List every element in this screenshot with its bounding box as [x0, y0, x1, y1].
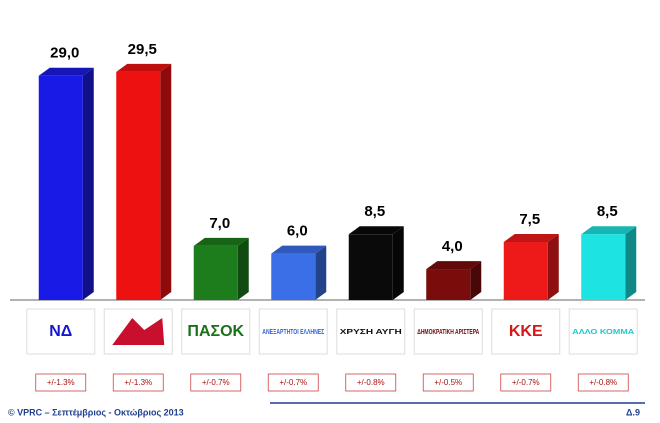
bar-front	[426, 269, 471, 300]
category-label: ΚΚΕ	[509, 323, 543, 340]
bar-side	[237, 237, 249, 300]
value-label: 7,0	[209, 215, 230, 232]
value-label: 29,0	[50, 45, 79, 62]
margin-box	[35, 373, 87, 392]
bar	[271, 245, 327, 300]
bar-top	[193, 237, 249, 246]
bar	[38, 67, 94, 300]
margin-label: +/-0.7%	[202, 378, 230, 387]
category-label: ΠΑΣΟΚ	[187, 323, 244, 340]
bar-top	[271, 245, 327, 254]
bar	[193, 237, 249, 300]
margin-box	[112, 373, 164, 392]
logo-frame	[568, 308, 638, 355]
bar-side	[82, 67, 94, 300]
bar-side	[392, 226, 404, 300]
value-label: 29,5	[128, 41, 157, 58]
bar-front	[193, 245, 238, 300]
value-label: 4,0	[442, 238, 463, 255]
bar	[503, 234, 559, 300]
bar-top	[503, 234, 559, 242]
margin-box	[422, 373, 474, 392]
bar-side	[315, 245, 327, 300]
logo-frame	[336, 308, 406, 355]
logo-frame	[181, 308, 251, 355]
category-label: ΝΔ	[49, 323, 72, 340]
margin-label: +/-0.7%	[279, 378, 307, 387]
bar-side	[470, 261, 482, 300]
bar-top	[581, 226, 637, 235]
margin-box	[190, 373, 242, 392]
bar-front	[503, 242, 548, 300]
margin-label: +/-1.3%	[124, 378, 152, 387]
bar	[348, 226, 404, 300]
margin-label: +/-0.5%	[434, 378, 462, 387]
bar	[116, 63, 172, 300]
category-label: ΑΝΕΞΑΡΤΗΤΟΙ ΕΛΛΗΝΕΣ	[262, 329, 324, 336]
logo-frame	[491, 308, 561, 355]
logo-frame	[413, 308, 483, 355]
bar-side	[160, 63, 172, 300]
margin-label: +/-0.7%	[512, 378, 540, 387]
bar-top	[426, 261, 482, 270]
footer-source: © VPRC – Σεπτέμβριος - Οκτώβριος 2013	[8, 407, 184, 417]
bar-front	[38, 75, 83, 300]
footer-page: Δ.9	[626, 407, 640, 417]
margin-box	[577, 373, 629, 392]
margin-box	[345, 373, 397, 392]
margin-label: +/-0.8%	[357, 378, 385, 387]
value-label: 6,0	[287, 223, 308, 240]
value-label: 8,5	[597, 203, 618, 220]
margin-label: +/-1.3%	[47, 378, 75, 387]
bar	[581, 226, 637, 300]
value-label: 7,5	[519, 211, 540, 228]
margin-box	[267, 373, 319, 392]
bar-front	[116, 71, 161, 300]
logo-frame	[258, 308, 328, 355]
bar-side	[547, 234, 559, 300]
bar-side	[625, 226, 637, 300]
logo-frame	[26, 308, 96, 355]
logo-shape	[112, 318, 165, 345]
bar-top	[348, 226, 404, 235]
margin-box	[500, 373, 552, 392]
bar-top	[38, 67, 94, 76]
bar	[426, 261, 482, 300]
bar-front	[348, 234, 393, 300]
margin-label: +/-0.8%	[589, 378, 617, 387]
category-label: ΧΡΥΣΗ ΑΥΓΗ	[340, 329, 402, 336]
value-label: 8,5	[364, 203, 385, 220]
category-label: ΑΛΛΟ ΚΟΜΜΑ	[572, 329, 634, 336]
bar-front	[581, 234, 626, 300]
bar-front	[271, 253, 316, 300]
bar-top	[116, 63, 172, 72]
category-label: ΔΗΜΟΚΡΑΤΙΚΗ ΑΡΙΣΤΕΡΑ	[417, 329, 479, 336]
